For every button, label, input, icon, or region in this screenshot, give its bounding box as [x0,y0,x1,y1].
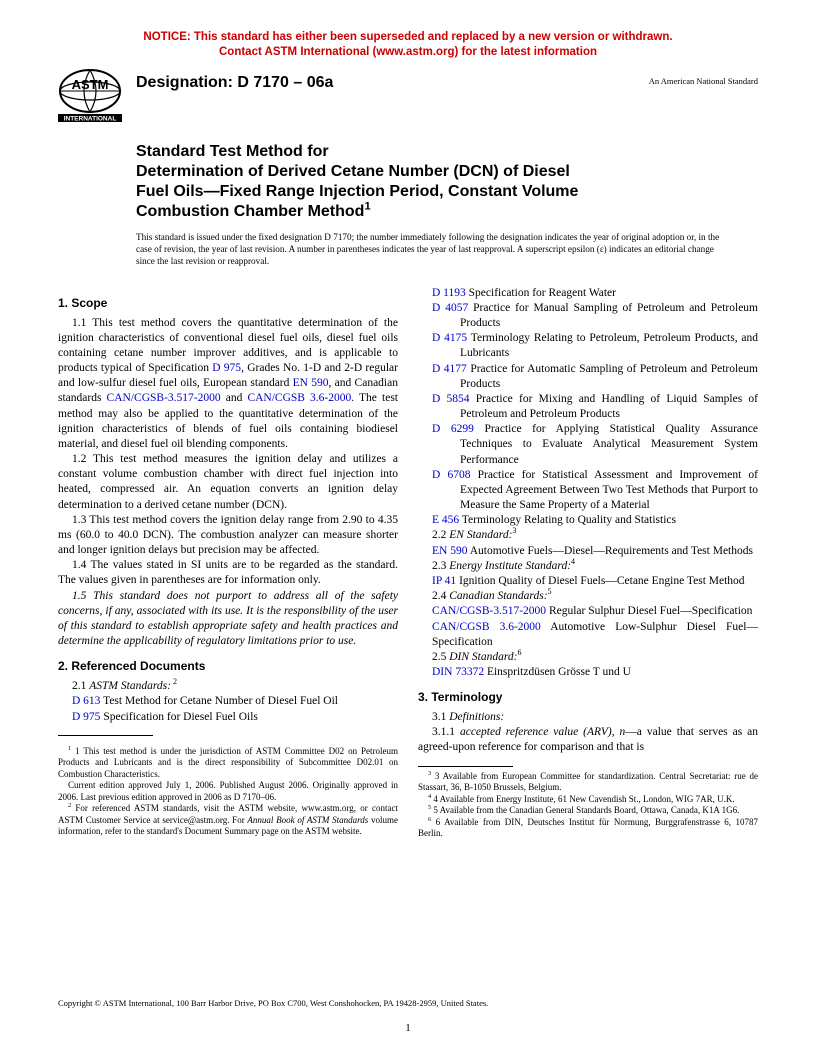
link-d613[interactable]: D 613 [72,695,100,707]
ref-d4057: D 4057 Practice for Manual Sampling of P… [418,301,758,331]
para-2-3: 2.3 Energy Institute Standard:4 [418,559,758,574]
footnote-3: 3 3 Available from European Committee fo… [418,771,758,794]
footnote-6: 6 6 Available from DIN, Deutsches Instit… [418,817,758,840]
para-1-4: 1.4 The values stated in SI units are to… [58,558,398,588]
footnote-rule-left [58,735,153,736]
link-can1-2[interactable]: CAN/CGSB-3.517-2000 [432,605,546,617]
ref-d5854: D 5854 Practice for Mixing and Handling … [418,392,758,422]
notice-line-1: NOTICE: This standard has either been su… [143,31,672,43]
link-can2-2[interactable]: CAN/CGSB 3.6-2000 [432,621,541,633]
ref-d6708: D 6708 Practice for Statistical Assessme… [418,468,758,514]
footnotes-left: 1 1 This test method is under the jurisd… [58,746,398,838]
link-can1[interactable]: CAN/CGSB-3.517-2000 [107,392,221,404]
footnote-2: 2 For referenced ASTM standards, visit t… [58,803,398,838]
link-d975[interactable]: D 975 [212,362,241,374]
para-3-1: 3.1 Definitions: [418,710,758,725]
refdocs-heading: 2. Referenced Documents [58,659,398,675]
para-3-1-1: 3.1.1 accepted reference value (ARV), n—… [418,725,758,755]
para-1-5: 1.5 This standard does not purport to ad… [58,589,398,650]
issuance-note: This standard is issued under the fixed … [136,232,758,268]
svg-text:ASTM: ASTM [72,77,109,92]
link-d1193[interactable]: D 1193 [432,287,466,299]
ref-d613: D 613 Test Method for Cetane Number of D… [58,694,398,709]
link-d4057[interactable]: D 4057 [432,302,468,314]
ref-can1: CAN/CGSB-3.517-2000 Regular Sulphur Dies… [418,604,758,619]
notice-banner: NOTICE: This standard has either been su… [58,30,758,60]
para-2-4: 2.4 Canadian Standards:5 [418,589,758,604]
title-block: Standard Test Method for Determination o… [136,142,758,222]
ref-din: DIN 73372 Einspritzdüsen Grösse T und U [418,665,758,680]
link-d4177[interactable]: D 4177 [432,363,467,375]
ref-d975: D 975 Specification for Diesel Fuel Oils [58,710,398,725]
footnote-rule-right [418,766,513,767]
para-1-3: 1.3 This test method covers the ignition… [58,513,398,559]
footnote-1: 1 1 This test method is under the jurisd… [58,746,398,781]
scope-heading: 1. Scope [58,296,398,312]
footnotes-right: 3 3 Available from European Committee fo… [418,771,758,840]
footnote-4: 4 4 Available from Energy Institute, 61 … [418,794,758,806]
left-column: 1. Scope 1.1 This test method covers the… [58,286,398,840]
footnote-5: 5 5 Available from the Canadian General … [418,805,758,817]
ref-d6299: D 6299 Practice for Applying Statistical… [418,422,758,468]
terminology-heading: 3. Terminology [418,690,758,706]
designation-text: Designation: D 7170 – 06a [136,74,333,92]
link-d4175[interactable]: D 4175 [432,332,467,344]
footnote-1b: Current edition approved July 1, 2006. P… [58,780,398,803]
notice-line-2: Contact ASTM International (www.astm.org… [219,46,597,58]
ref-d4175: D 4175 Terminology Relating to Petroleum… [418,331,758,361]
ref-d1193: D 1193 Specification for Reagent Water [418,286,758,301]
para-1-2: 1.2 This test method measures the igniti… [58,452,398,513]
link-d6299[interactable]: D 6299 [432,423,474,435]
right-column: D 1193 Specification for Reagent Water D… [418,286,758,840]
para-2-5: 2.5 DIN Standard:6 [418,650,758,665]
ref-e456: E 456 Terminology Relating to Quality an… [418,513,758,528]
link-d6708[interactable]: D 6708 [432,469,470,481]
link-din[interactable]: DIN 73372 [432,666,484,678]
link-en590-2[interactable]: EN 590 [432,545,467,557]
ans-label: An American National Standard [649,76,758,86]
link-ip41[interactable]: IP 41 [432,575,456,587]
para-2-1: 2.1 ASTM Standards: 2 [58,679,398,694]
para-1-1: 1.1 This test method covers the quantita… [58,316,398,453]
ref-ip41: IP 41 Ignition Quality of Diesel Fuels—C… [418,574,758,589]
link-d5854[interactable]: D 5854 [432,393,470,405]
svg-text:INTERNATIONAL: INTERNATIONAL [64,115,117,122]
page-number: 1 [0,1022,816,1034]
title-line-4: Combustion Chamber Method1 [136,202,758,222]
title-line-2: Determination of Derived Cetane Number (… [136,162,758,182]
link-d975-2[interactable]: D 975 [72,711,100,723]
body-columns: 1. Scope 1.1 This test method covers the… [58,286,758,840]
ref-can2: CAN/CGSB 3.6-2000 Automotive Low-Sulphur… [418,620,758,650]
link-e456[interactable]: E 456 [432,514,459,526]
title-line-3: Fuel Oils—Fixed Range Injection Period, … [136,182,758,202]
copyright-line: Copyright © ASTM International, 100 Barr… [58,998,488,1008]
header-row: ASTM INTERNATIONAL Designation: D 7170 –… [58,68,758,122]
link-en590[interactable]: EN 590 [293,377,329,389]
ref-en590: EN 590 Automotive Fuels—Diesel—Requireme… [418,544,758,559]
page-root: NOTICE: This standard has either been su… [0,0,816,860]
astm-logo: ASTM INTERNATIONAL [58,68,122,122]
link-can2[interactable]: CAN/CGSB 3.6-2000 [247,392,351,404]
para-2-2: 2.2 EN Standard:3 [418,528,758,543]
ref-d4177: D 4177 Practice for Automatic Sampling o… [418,362,758,392]
title-line-1: Standard Test Method for [136,142,758,162]
